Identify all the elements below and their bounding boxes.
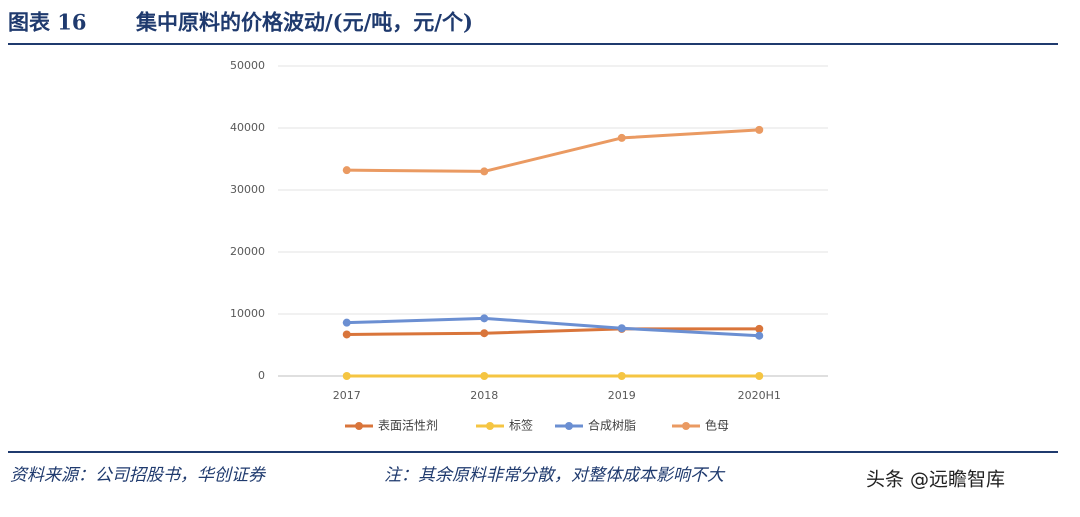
- y-tick-label: 40000: [230, 121, 265, 134]
- y-tick-label: 30000: [230, 183, 265, 196]
- data-point: [342, 318, 351, 327]
- data-point: [755, 331, 764, 340]
- data-point: [617, 324, 626, 333]
- data-point: [480, 372, 489, 380]
- data-point: [480, 314, 489, 323]
- x-tick-label: 2017: [333, 389, 361, 402]
- y-tick-label: 50000: [230, 59, 265, 72]
- data-point: [480, 329, 489, 338]
- legend-marker: [486, 422, 494, 430]
- series-line: [346, 327, 760, 336]
- data-point: [755, 372, 764, 380]
- data-point: [755, 324, 764, 333]
- data-point: [617, 133, 626, 142]
- data-point: [480, 167, 489, 176]
- series-line: [346, 316, 760, 338]
- y-tick-label: 10000: [230, 307, 265, 320]
- note: 注：其余原料非常分散，对整体成本影响不大: [384, 466, 726, 486]
- data-point: [755, 125, 764, 134]
- data-point: [617, 372, 626, 380]
- data-point: [342, 166, 351, 175]
- figure-label: 图表 16: [8, 10, 87, 35]
- legend-label: 合成树脂: [588, 418, 636, 433]
- legend-marker: [355, 422, 363, 430]
- y-tick-label: 0: [258, 369, 265, 382]
- legend-label: 表面活性剂: [378, 418, 438, 433]
- x-tick-label: 2020H1: [738, 389, 781, 402]
- data-point: [342, 372, 351, 380]
- legend-marker: [565, 422, 573, 430]
- data-point: [342, 330, 351, 339]
- x-tick-label: 2019: [608, 389, 636, 402]
- x-tick-label: 2018: [470, 389, 498, 402]
- chart-title: 集中原料的价格波动/(元/吨，元/个): [135, 10, 473, 35]
- legend-label: 色母: [705, 419, 729, 433]
- watermark: 头条 @远瞻智库: [866, 469, 1005, 491]
- legend-marker: [682, 422, 690, 430]
- source: 资料来源：公司招股书，华创证券: [10, 466, 267, 486]
- series-line: [346, 128, 760, 173]
- legend-label: 标签: [509, 418, 533, 433]
- y-tick-label: 20000: [230, 245, 265, 258]
